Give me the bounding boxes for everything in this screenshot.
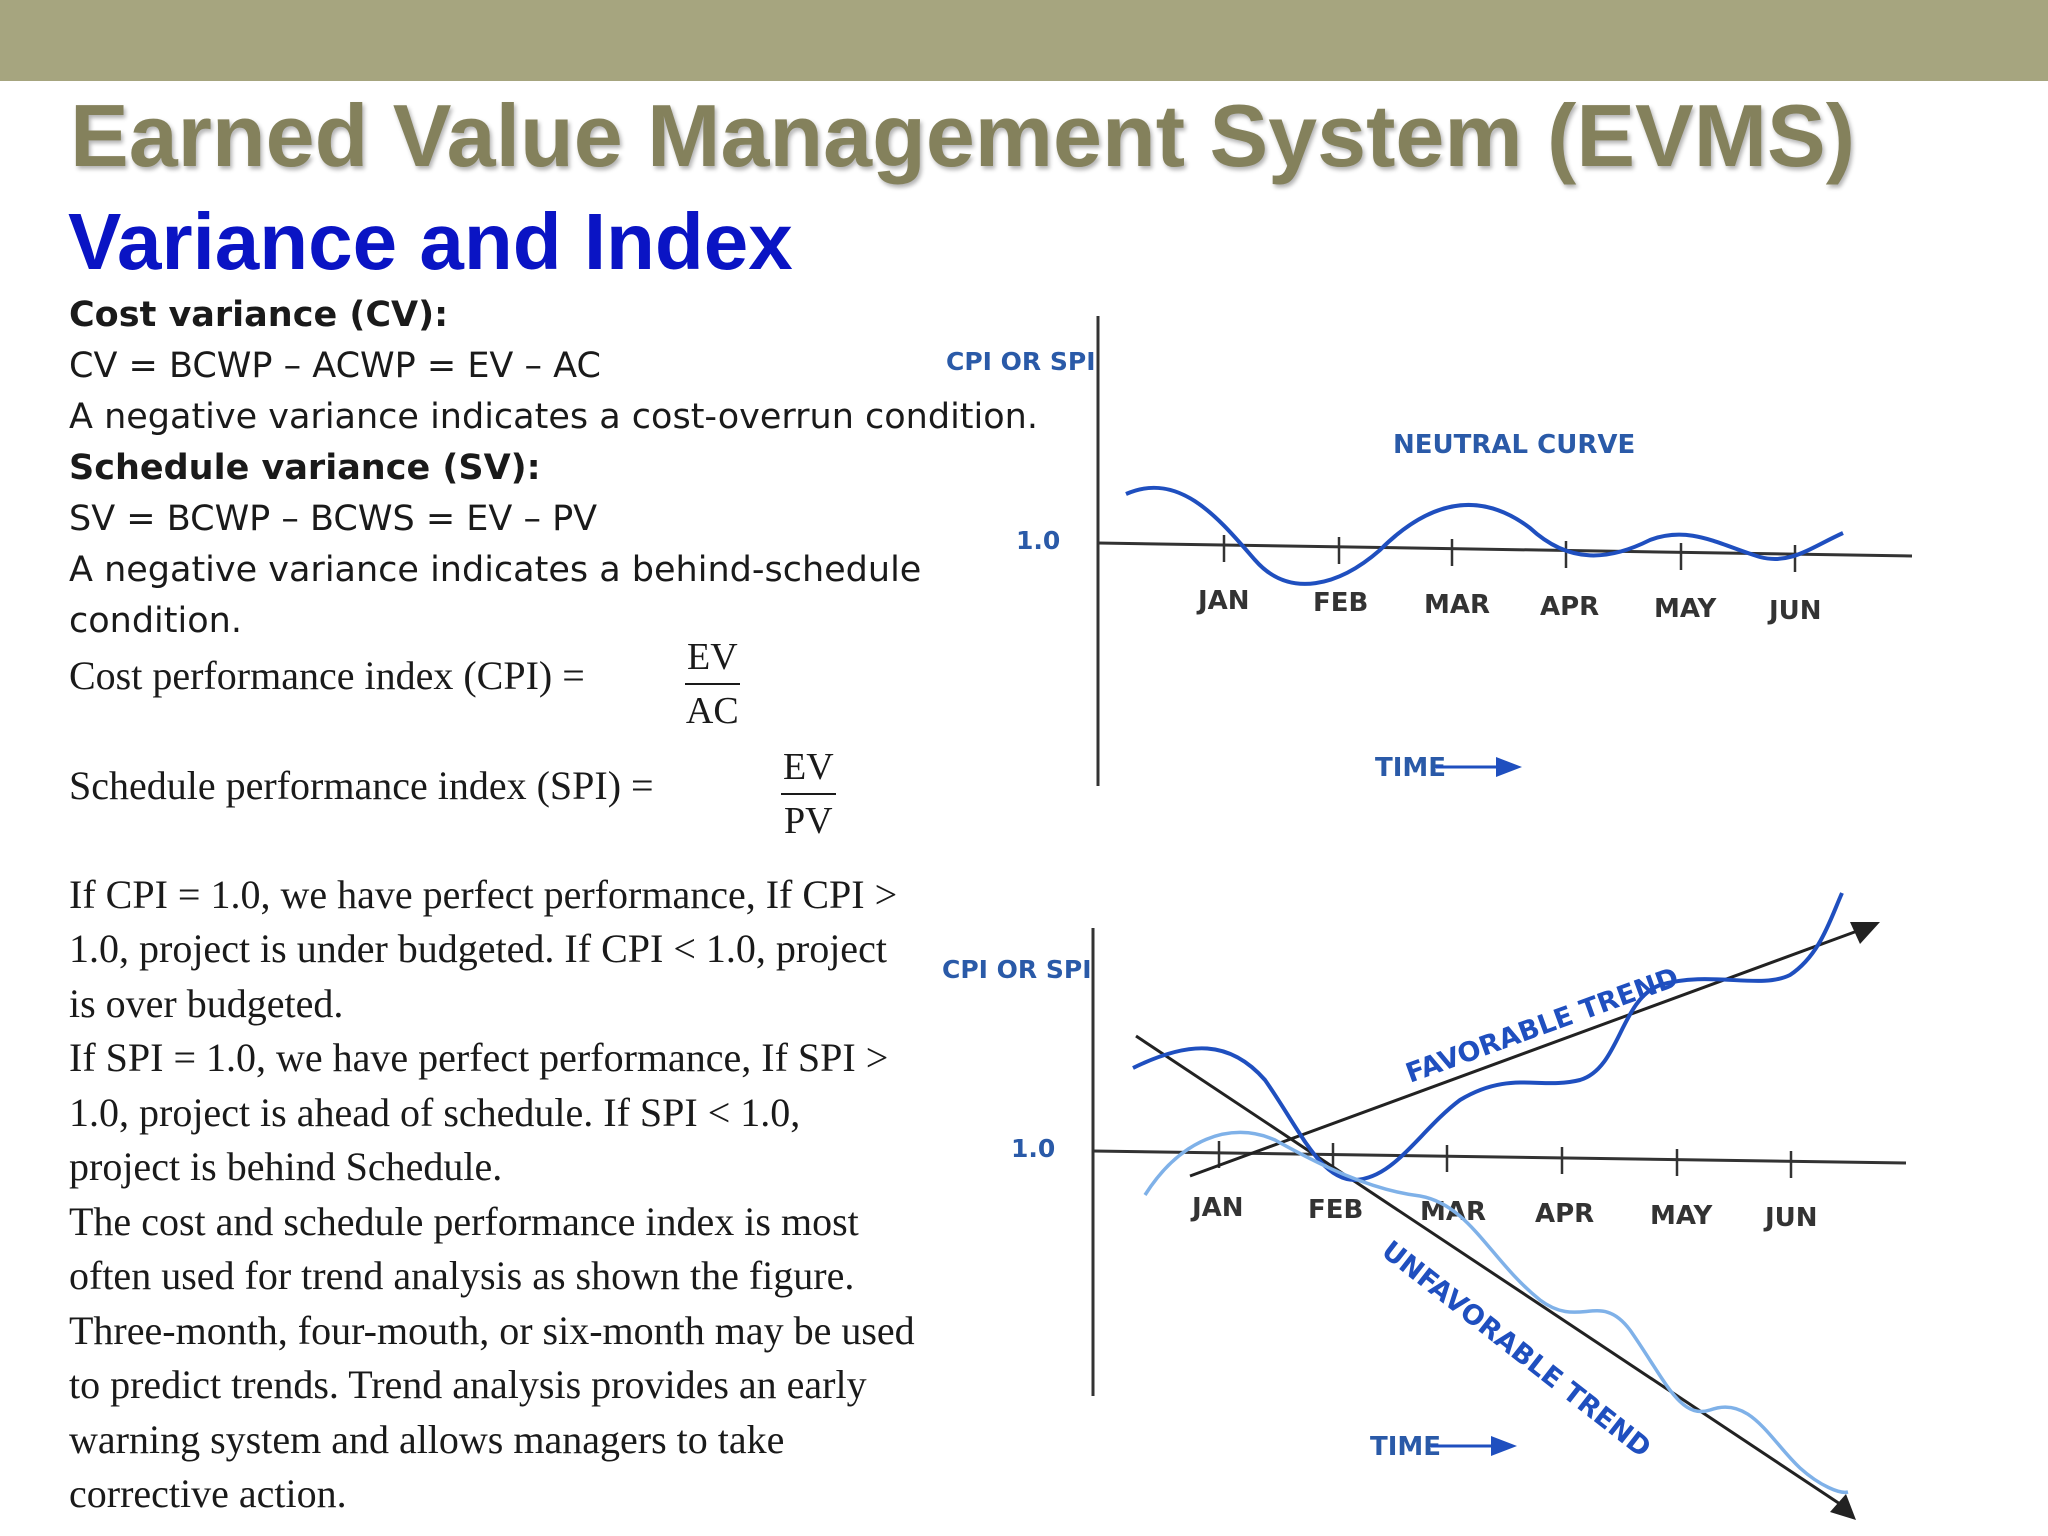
- month-label: FEB: [1308, 1195, 1363, 1225]
- para-line: corrective action.: [69, 1471, 347, 1516]
- unfavorable-trend-line: [1135, 1034, 1841, 1506]
- neutral-curve-label: NEUTRAL CURVE: [1393, 430, 1635, 460]
- cv-heading: Cost variance (CV):: [69, 295, 449, 335]
- favorable-trend-label: FAVORABLE TREND: [1402, 962, 1683, 1090]
- month-label: MAR: [1424, 590, 1490, 620]
- month-label: JUN: [1763, 1203, 1818, 1233]
- reference-line: [1092, 1149, 1907, 1165]
- para-line: to predict trends. Trend analysis provid…: [69, 1362, 867, 1407]
- sv-heading: Schedule variance (SV):: [69, 448, 541, 488]
- header-bar: [0, 0, 2048, 81]
- cpi-label: Cost performance index (CPI) =: [69, 653, 585, 698]
- y-axis-label: CPI OR SPI: [946, 347, 1096, 376]
- para-line: 1.0, project is under budgeted. If CPI <…: [69, 926, 887, 971]
- sv-note-line-2: condition.: [69, 601, 242, 641]
- sv-note-line-1: A negative variance indicates a behind-s…: [69, 550, 922, 590]
- cv-note: A negative variance indicates a cost-ove…: [69, 397, 1038, 437]
- reference-line: [1097, 541, 1913, 558]
- para-line: Three-month, four-mouth, or six-month ma…: [69, 1308, 915, 1353]
- cv-formula: CV = BCWP – ACWP = EV – AC: [69, 346, 601, 386]
- cpi-denominator: AC: [685, 690, 739, 732]
- month-label: JAN: [1190, 1193, 1244, 1223]
- para-line: If CPI = 1.0, we have perfect performanc…: [69, 872, 898, 917]
- time-arrowhead-icon: [1491, 1436, 1517, 1456]
- para-line: 1.0, project is ahead of schedule. If SP…: [69, 1090, 801, 1135]
- y-axis-label: CPI OR SPI: [942, 955, 1092, 984]
- cpi-fraction: EV AC: [685, 635, 740, 733]
- para-line: often used for trend analysis as shown t…: [69, 1253, 855, 1298]
- time-arrowhead-icon: [1496, 757, 1522, 777]
- month-label: APR: [1535, 1199, 1594, 1229]
- favorable-arrowhead-icon: [1850, 922, 1880, 944]
- time-label: TIME: [1370, 1432, 1441, 1462]
- neutral-curve: [1125, 485, 1844, 586]
- unfavorable-arrowhead-icon: [1830, 1494, 1856, 1520]
- month-label: MAY: [1650, 1201, 1714, 1231]
- month-label: JAN: [1196, 586, 1250, 616]
- slide-subtitle: Variance and Index: [68, 197, 793, 286]
- favorable-trend-curve: [1132, 892, 1844, 1183]
- para-line: warning system and allows managers to ta…: [69, 1417, 785, 1462]
- spi-denominator: PV: [784, 800, 833, 842]
- unfavorable-trend-curve: [1143, 1130, 1849, 1495]
- month-label: FEB: [1313, 588, 1368, 618]
- reference-value-label: 1.0: [1016, 526, 1060, 555]
- spi-fraction: EV PV: [781, 745, 836, 843]
- para-line: is over budgeted.: [69, 981, 344, 1026]
- time-label: TIME: [1375, 753, 1446, 783]
- spi-label: Schedule performance index (SPI) =: [69, 763, 654, 808]
- para-line: If SPI = 1.0, we have perfect performanc…: [69, 1035, 889, 1080]
- para-line: The cost and schedule performance index …: [69, 1199, 859, 1244]
- spi-numerator: EV: [781, 745, 836, 795]
- reference-value-label: 1.0: [1011, 1134, 1055, 1163]
- cpi-numerator: EV: [685, 635, 740, 685]
- slide-title: Earned Value Management System (EVMS): [70, 86, 1856, 185]
- month-label: JUN: [1767, 596, 1822, 626]
- month-label: APR: [1540, 592, 1599, 622]
- month-label: MAY: [1654, 594, 1718, 624]
- sv-formula: SV = BCWP – BCWS = EV – PV: [69, 499, 598, 539]
- para-line: project is behind Schedule.: [69, 1144, 503, 1189]
- unfavorable-trend-label: UNFAVORABLE TREND: [1376, 1235, 1657, 1464]
